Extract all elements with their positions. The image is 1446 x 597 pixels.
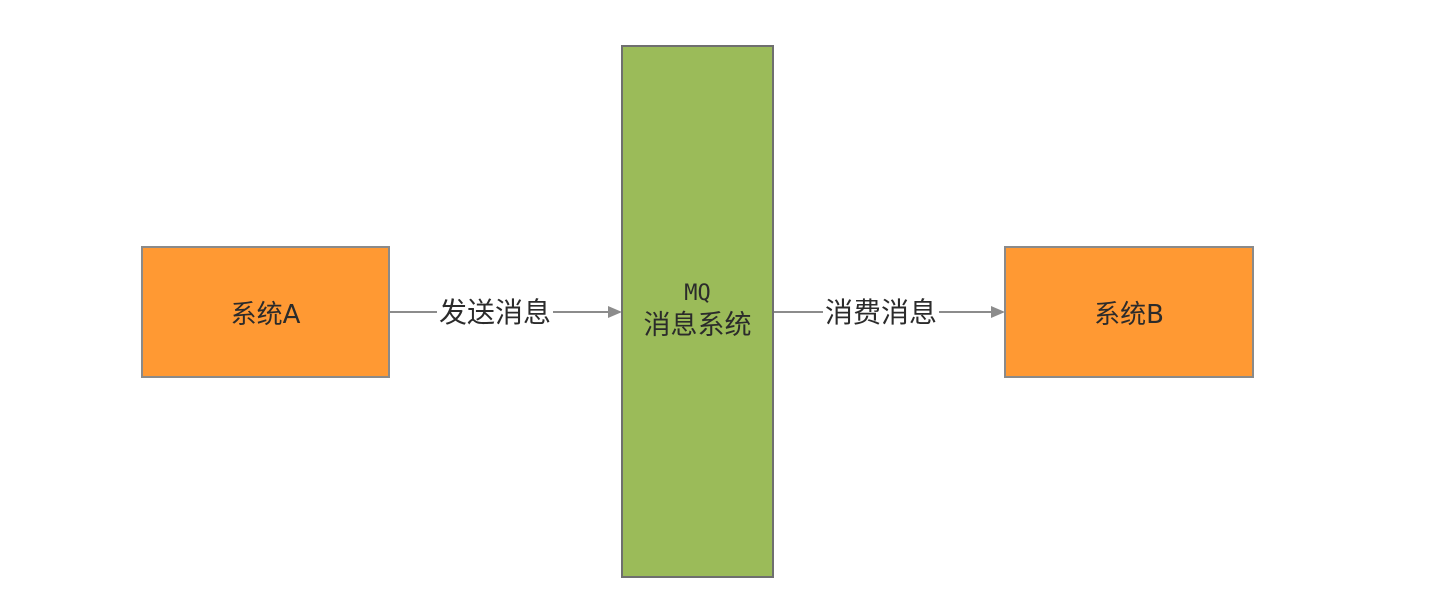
mq-subtitle: 消息系统: [643, 309, 752, 341]
system-a-label: 系统A: [230, 299, 301, 330]
system-a-box: 系统A: [141, 246, 390, 378]
mq-title: MQ: [684, 280, 711, 306]
system-b-box: 系统B: [1004, 246, 1254, 378]
consume-message-label: 消费消息: [823, 295, 940, 331]
send-message-label: 发送消息: [437, 295, 554, 331]
mq-message-system-box: MQ 消息系统: [621, 45, 774, 578]
system-b-label: 系统B: [1094, 299, 1164, 330]
